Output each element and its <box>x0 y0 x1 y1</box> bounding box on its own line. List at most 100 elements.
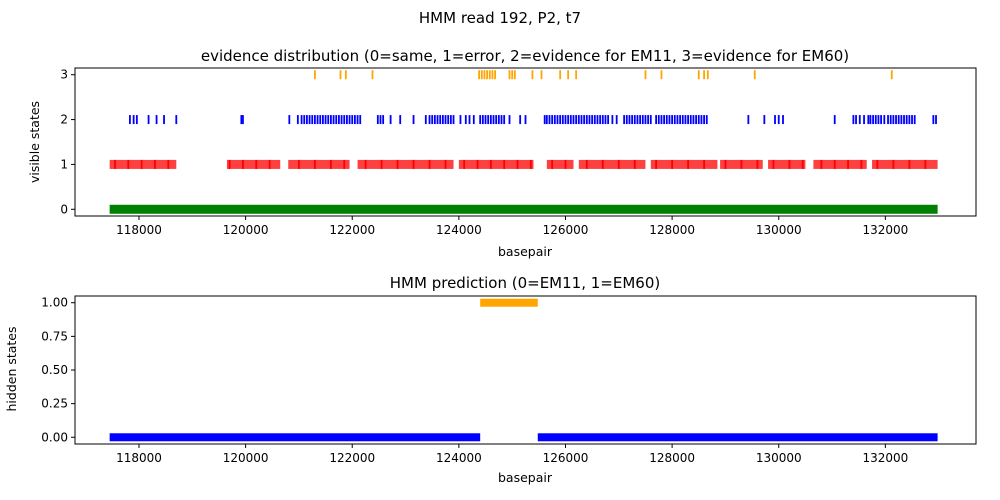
state-1-mark <box>551 159 554 169</box>
state-2-mark <box>242 115 244 125</box>
state-2-mark <box>503 115 506 125</box>
state-1-cluster <box>288 159 350 169</box>
state-2-mark <box>913 115 916 125</box>
state-2-mark <box>288 115 291 125</box>
state-2-mark <box>319 115 322 125</box>
state-2-mark <box>655 115 658 125</box>
state-2-mark <box>444 115 447 125</box>
state-2-mark <box>464 115 467 125</box>
prediction-xtick-label: 120000 <box>223 451 269 465</box>
state-3-mark <box>486 70 489 80</box>
state-2-mark <box>175 115 178 125</box>
state-3-mark <box>559 70 562 80</box>
state-2-mark <box>240 115 243 125</box>
state-2-mark <box>858 115 861 125</box>
state-2-mark <box>676 115 679 125</box>
evidence-ytick-label: 1 <box>60 157 68 171</box>
state-2-mark <box>588 115 591 125</box>
state-2-mark <box>852 115 855 125</box>
state-2-mark <box>441 115 444 125</box>
state-2-mark <box>649 115 652 125</box>
state-2-mark <box>561 115 564 125</box>
state-2-mark <box>908 115 911 125</box>
state-1-cluster <box>768 159 806 169</box>
state-2-mark <box>382 115 385 125</box>
evidence-panel-xlabel: basepair <box>498 244 553 259</box>
state-1-mark <box>503 159 506 169</box>
evidence-ytick-label: 3 <box>60 68 68 82</box>
prediction-xtick-label: 128000 <box>649 451 695 465</box>
state-2-mark <box>489 115 492 125</box>
state-1-mark <box>476 159 479 169</box>
state-1-mark <box>847 159 849 169</box>
state-1-mark <box>228 159 231 169</box>
state-2-mark <box>833 115 836 125</box>
state-2-mark <box>303 115 306 125</box>
prediction-ytick-label: 1.00 <box>41 296 68 310</box>
state-1-mark <box>380 159 383 169</box>
state-1-mark <box>671 159 674 169</box>
state-2-mark <box>147 115 150 125</box>
prediction-ytick-label: 0.25 <box>41 397 68 411</box>
state-2-mark <box>583 115 586 125</box>
state-2-mark <box>697 115 700 125</box>
state-2-mark <box>644 115 647 125</box>
prediction-xtick-label: 132000 <box>862 451 908 465</box>
state-1-cluster <box>872 159 938 169</box>
state-3-mark <box>706 70 709 80</box>
state-2-mark <box>316 115 319 125</box>
state-2-mark <box>314 115 316 125</box>
state-2-mark <box>665 115 668 125</box>
state-2-mark <box>575 115 578 125</box>
state-2-mark <box>495 115 498 125</box>
state-2-mark <box>428 115 431 125</box>
hidden-state-0-segment <box>537 433 938 442</box>
state-2-mark <box>353 115 356 125</box>
state-2-mark <box>935 115 937 125</box>
state-2-mark <box>585 115 588 125</box>
state-2-mark <box>553 115 556 125</box>
state-3-mark <box>494 70 497 80</box>
state-1-cluster <box>357 159 454 169</box>
state-1-mark <box>585 159 588 169</box>
state-2-mark <box>607 115 610 125</box>
hidden-state-1-segment <box>480 298 538 307</box>
state-2-mark <box>591 115 594 125</box>
state-2-mark <box>348 115 351 125</box>
prediction-panel: HMM prediction (0=EM11, 1=EM60) hidden s… <box>4 274 977 485</box>
state-2-mark <box>569 115 572 125</box>
state-2-mark <box>880 115 883 125</box>
state-3-mark <box>480 70 483 80</box>
state-2-mark <box>611 115 614 125</box>
state-2-mark <box>689 115 692 125</box>
state-1-mark <box>772 159 775 169</box>
evidence-xtick-label: 130000 <box>756 223 802 237</box>
state-1-mark <box>444 159 447 169</box>
state-2-mark <box>599 115 602 125</box>
state-2-mark <box>633 115 636 125</box>
state-1-mark <box>876 159 879 169</box>
state-2-mark <box>306 115 308 125</box>
state-2-mark <box>548 115 551 125</box>
state-2-mark <box>468 115 471 125</box>
state-2-mark <box>481 115 484 125</box>
state-1-mark <box>860 159 863 169</box>
state-3-mark <box>339 70 342 80</box>
state-2-mark <box>163 115 165 125</box>
state-2-mark <box>439 115 442 125</box>
state-2-mark <box>905 115 908 125</box>
state-1-mark <box>820 159 823 169</box>
state-2-mark <box>556 115 559 125</box>
state-1-mark <box>268 159 271 169</box>
evidence-xtick-label: 120000 <box>223 223 269 237</box>
state-2-mark <box>327 115 330 125</box>
state-3-mark <box>575 70 578 80</box>
state-1-mark <box>564 159 567 169</box>
state-2-mark <box>855 115 857 125</box>
state-2-mark <box>484 115 487 125</box>
state-3-mark <box>660 70 663 80</box>
state-2-mark <box>412 115 415 125</box>
state-1-mark <box>242 159 244 169</box>
state-2-mark <box>379 115 382 125</box>
